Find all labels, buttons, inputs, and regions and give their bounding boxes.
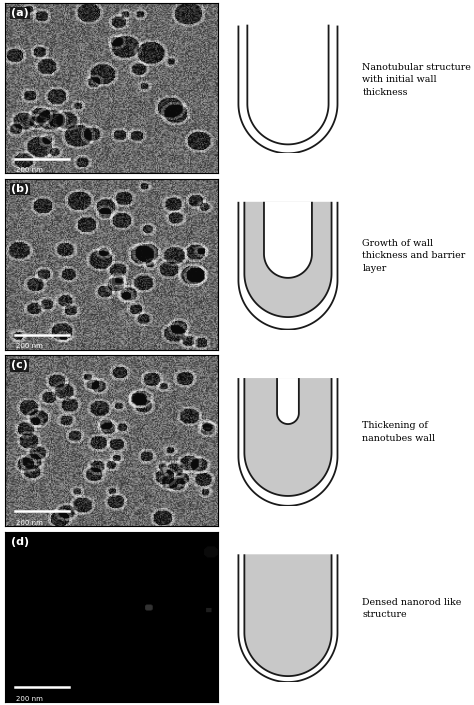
Text: 200 nm: 200 nm <box>16 167 43 173</box>
Text: (a): (a) <box>11 8 29 18</box>
Polygon shape <box>264 202 312 278</box>
Text: Growth of wall
thickness and barrier
layer: Growth of wall thickness and barrier lay… <box>363 239 466 273</box>
Text: 200 nm: 200 nm <box>16 696 43 701</box>
Polygon shape <box>238 378 337 505</box>
Text: Densed nanorod like
structure: Densed nanorod like structure <box>363 598 462 619</box>
Polygon shape <box>238 202 337 329</box>
Text: Thickening of
nanotubes wall: Thickening of nanotubes wall <box>363 422 436 443</box>
Text: (d): (d) <box>11 537 29 546</box>
Text: (b): (b) <box>11 184 29 194</box>
Polygon shape <box>277 378 299 424</box>
Text: Nanotubular structure
with initial wall
thickness: Nanotubular structure with initial wall … <box>363 63 471 97</box>
Polygon shape <box>245 202 331 317</box>
Polygon shape <box>245 378 331 496</box>
Polygon shape <box>245 554 331 676</box>
Text: 200 nm: 200 nm <box>16 343 43 349</box>
Text: 200 nm: 200 nm <box>16 520 43 525</box>
Polygon shape <box>238 25 337 153</box>
Text: (c): (c) <box>11 360 28 370</box>
Polygon shape <box>238 554 337 682</box>
